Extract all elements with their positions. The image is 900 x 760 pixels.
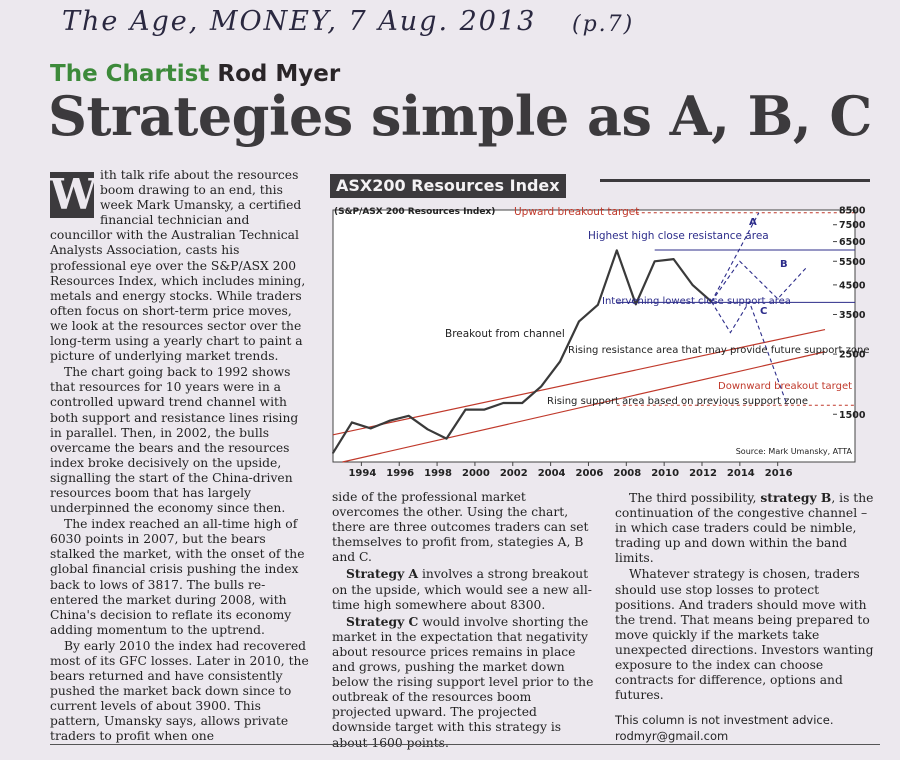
- plot-frame: [332, 209, 856, 463]
- chart-title: ASX200 Resources Index: [330, 174, 566, 198]
- price-point: [653, 260, 656, 263]
- y-tick-label: 5500: [839, 257, 866, 268]
- price-point: [710, 300, 713, 303]
- price-point: [521, 402, 524, 404]
- label-highest-high: Highest high close resistance area: [588, 230, 769, 242]
- label-breakout: Breakout from channel: [445, 328, 565, 340]
- x-tick-label: 2004: [538, 468, 566, 479]
- price-point: [615, 249, 618, 252]
- handwritten-page: (p.7): [572, 12, 635, 37]
- x-tick-label: 1998: [424, 468, 452, 479]
- author-email[interactable]: rodmyr@gmail.com: [615, 729, 729, 744]
- price-point: [332, 452, 334, 454]
- x-tick-label: 2012: [689, 468, 717, 479]
- y-tick-label: 2500: [839, 350, 866, 361]
- label-upward-target: Upward breakout target: [514, 206, 639, 218]
- price-point: [578, 320, 580, 323]
- price-point: [634, 303, 637, 306]
- label-rising-support: Rising support area based on previous su…: [547, 396, 808, 407]
- headline: Strategies simple as A, B, C: [48, 84, 872, 148]
- price-point: [540, 385, 543, 388]
- resources-index-chart: 1994 1996 1998 2000 2002 2004 2006 2008 2010 2012…: [332, 206, 869, 479]
- chart-title-rule: [600, 179, 870, 182]
- label-rising-resistance: Rising resistance area that may provide …: [568, 345, 869, 356]
- label-downward-target: Downward breakout target: [718, 381, 852, 392]
- label-strategy-c: C: [760, 306, 767, 317]
- price-point: [445, 437, 448, 440]
- price-point: [559, 360, 561, 363]
- y-tick-label: 7500: [839, 220, 866, 231]
- x-tick-label: 2006: [576, 468, 604, 479]
- projection-strategy-c: [711, 300, 788, 406]
- author-name: Rod Myer: [217, 61, 341, 87]
- channel-support-line: [342, 351, 826, 463]
- x-tick-label: 2014: [727, 468, 755, 479]
- paragraph-7: Strategy C would involve shorting the ma…: [332, 613, 594, 750]
- paragraph-2: The chart going back to 1992 shows that …: [50, 365, 299, 516]
- price-point: [388, 419, 391, 422]
- y-tick-label: 8500: [839, 206, 866, 217]
- paragraph-3: The index reached an all-time high of 60…: [50, 517, 305, 637]
- paragraph-8: The third possibility, strategy B, is th…: [615, 490, 874, 566]
- projection-strategy-a: [711, 212, 760, 302]
- column-kicker: The Chartist Rod Myer: [50, 61, 340, 87]
- x-tick-label: 2016: [765, 468, 793, 479]
- price-point: [407, 414, 410, 417]
- projection-strategy-b: [711, 260, 807, 303]
- x-tick-label: 2008: [613, 468, 641, 479]
- label-strategy-b: B: [780, 259, 788, 270]
- channel-resistance-line: [332, 328, 826, 436]
- price-point: [464, 408, 467, 411]
- y-tick-label: 6500: [839, 237, 866, 248]
- column-name: The Chartist: [50, 61, 210, 87]
- y-tick-label: 4500: [839, 280, 866, 291]
- handwritten-note: The Age, MONEY, 7 Aug. 2013 (p.7): [62, 6, 862, 50]
- price-point: [351, 421, 353, 424]
- paragraph-6: Strategy A involves a strong breakout on…: [332, 566, 592, 612]
- drop-cap: W: [50, 170, 98, 219]
- label-strategy-a: A: [749, 217, 757, 228]
- x-tick-label: 1994: [348, 468, 376, 479]
- price-point: [426, 428, 429, 431]
- price-point: [483, 408, 486, 411]
- paragraph-5: side of the professional market overcome…: [332, 490, 589, 565]
- price-point: [502, 402, 505, 404]
- disclaimer: This column is not investment advice.: [615, 713, 834, 728]
- price-point: [691, 283, 694, 286]
- handwritten-source: The Age, MONEY, 7 Aug. 2013: [62, 6, 537, 37]
- paragraph-4: By early 2010 the index had recovered mo…: [50, 638, 309, 744]
- price-point: [369, 427, 372, 430]
- price-point: [672, 258, 675, 261]
- x-tick-label: 2000: [462, 468, 490, 479]
- article-column-3: The third possibility, strategy B, is th…: [615, 490, 877, 745]
- bottom-rule: [50, 744, 880, 745]
- x-tick-label: 2002: [500, 468, 528, 479]
- y-tick-label: 1500: [839, 410, 866, 421]
- chart-subtitle: (S&P/ASX 200 Resources Index): [334, 207, 495, 217]
- x-tick-label: 1996: [386, 468, 414, 479]
- chart-source: Source: Mark Umansky, ATTA: [736, 447, 853, 456]
- y-tick-label: 3500: [839, 310, 866, 321]
- price-point: [597, 303, 599, 306]
- article-column-2: side of the professional market overcome…: [332, 490, 594, 752]
- x-tick-label: 2010: [651, 468, 679, 479]
- label-intervening: Intervening lowest close support area: [602, 296, 791, 307]
- paragraph-9: Whatever strategy is chosen, traders sho…: [615, 567, 874, 703]
